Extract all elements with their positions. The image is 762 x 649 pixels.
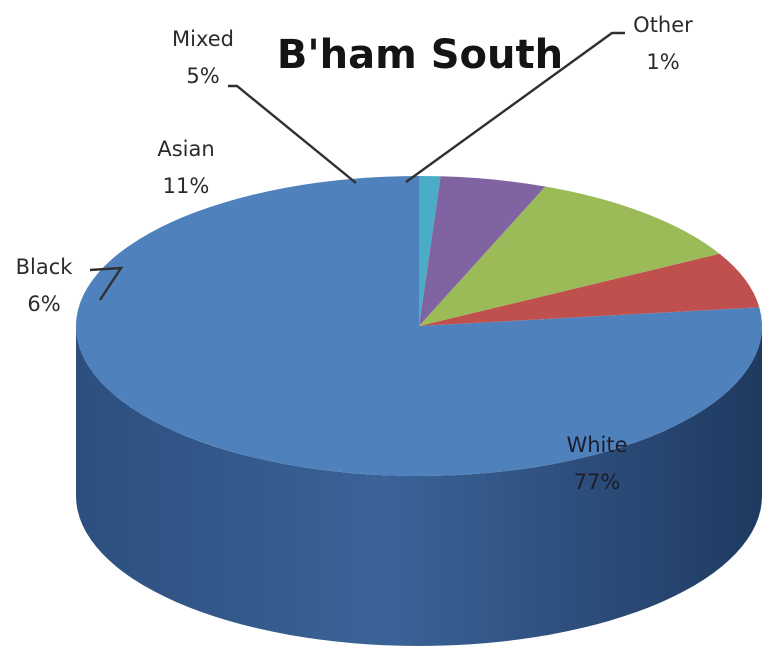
slice-mixed xyxy=(419,176,546,326)
label-other: Other 1% xyxy=(633,13,693,74)
label-white: White 77% xyxy=(566,433,627,494)
label-asian-name: Asian xyxy=(157,137,214,161)
slice-side-white xyxy=(76,326,762,646)
pie-slices xyxy=(76,176,762,476)
pie-side-wall xyxy=(76,326,762,646)
label-black: Black 6% xyxy=(16,255,74,316)
leader-lines xyxy=(89,31,625,301)
slice-asian xyxy=(419,186,720,326)
slice-labels: White 77% Black 6% Asian 11% Mixed 5% Other 1% xyxy=(16,13,694,494)
leader-other xyxy=(405,31,625,183)
label-black-name: Black xyxy=(16,255,74,279)
label-asian: Asian 11% xyxy=(157,137,214,198)
chart-title: B'ham South xyxy=(277,32,563,78)
leader-mixed xyxy=(228,84,357,184)
label-mixed: Mixed 5% xyxy=(172,27,234,88)
label-mixed-value: 5% xyxy=(186,64,219,88)
label-other-name: Other xyxy=(633,13,693,37)
label-white-value: 77% xyxy=(574,470,621,494)
slice-black xyxy=(419,253,760,326)
label-asian-value: 11% xyxy=(163,174,210,198)
label-black-value: 6% xyxy=(27,292,60,316)
slice-other xyxy=(419,176,441,326)
label-mixed-name: Mixed xyxy=(172,27,234,51)
label-white-name: White xyxy=(566,433,627,457)
label-other-value: 1% xyxy=(646,50,679,74)
leader-black xyxy=(89,266,124,301)
slice-white xyxy=(76,176,762,476)
